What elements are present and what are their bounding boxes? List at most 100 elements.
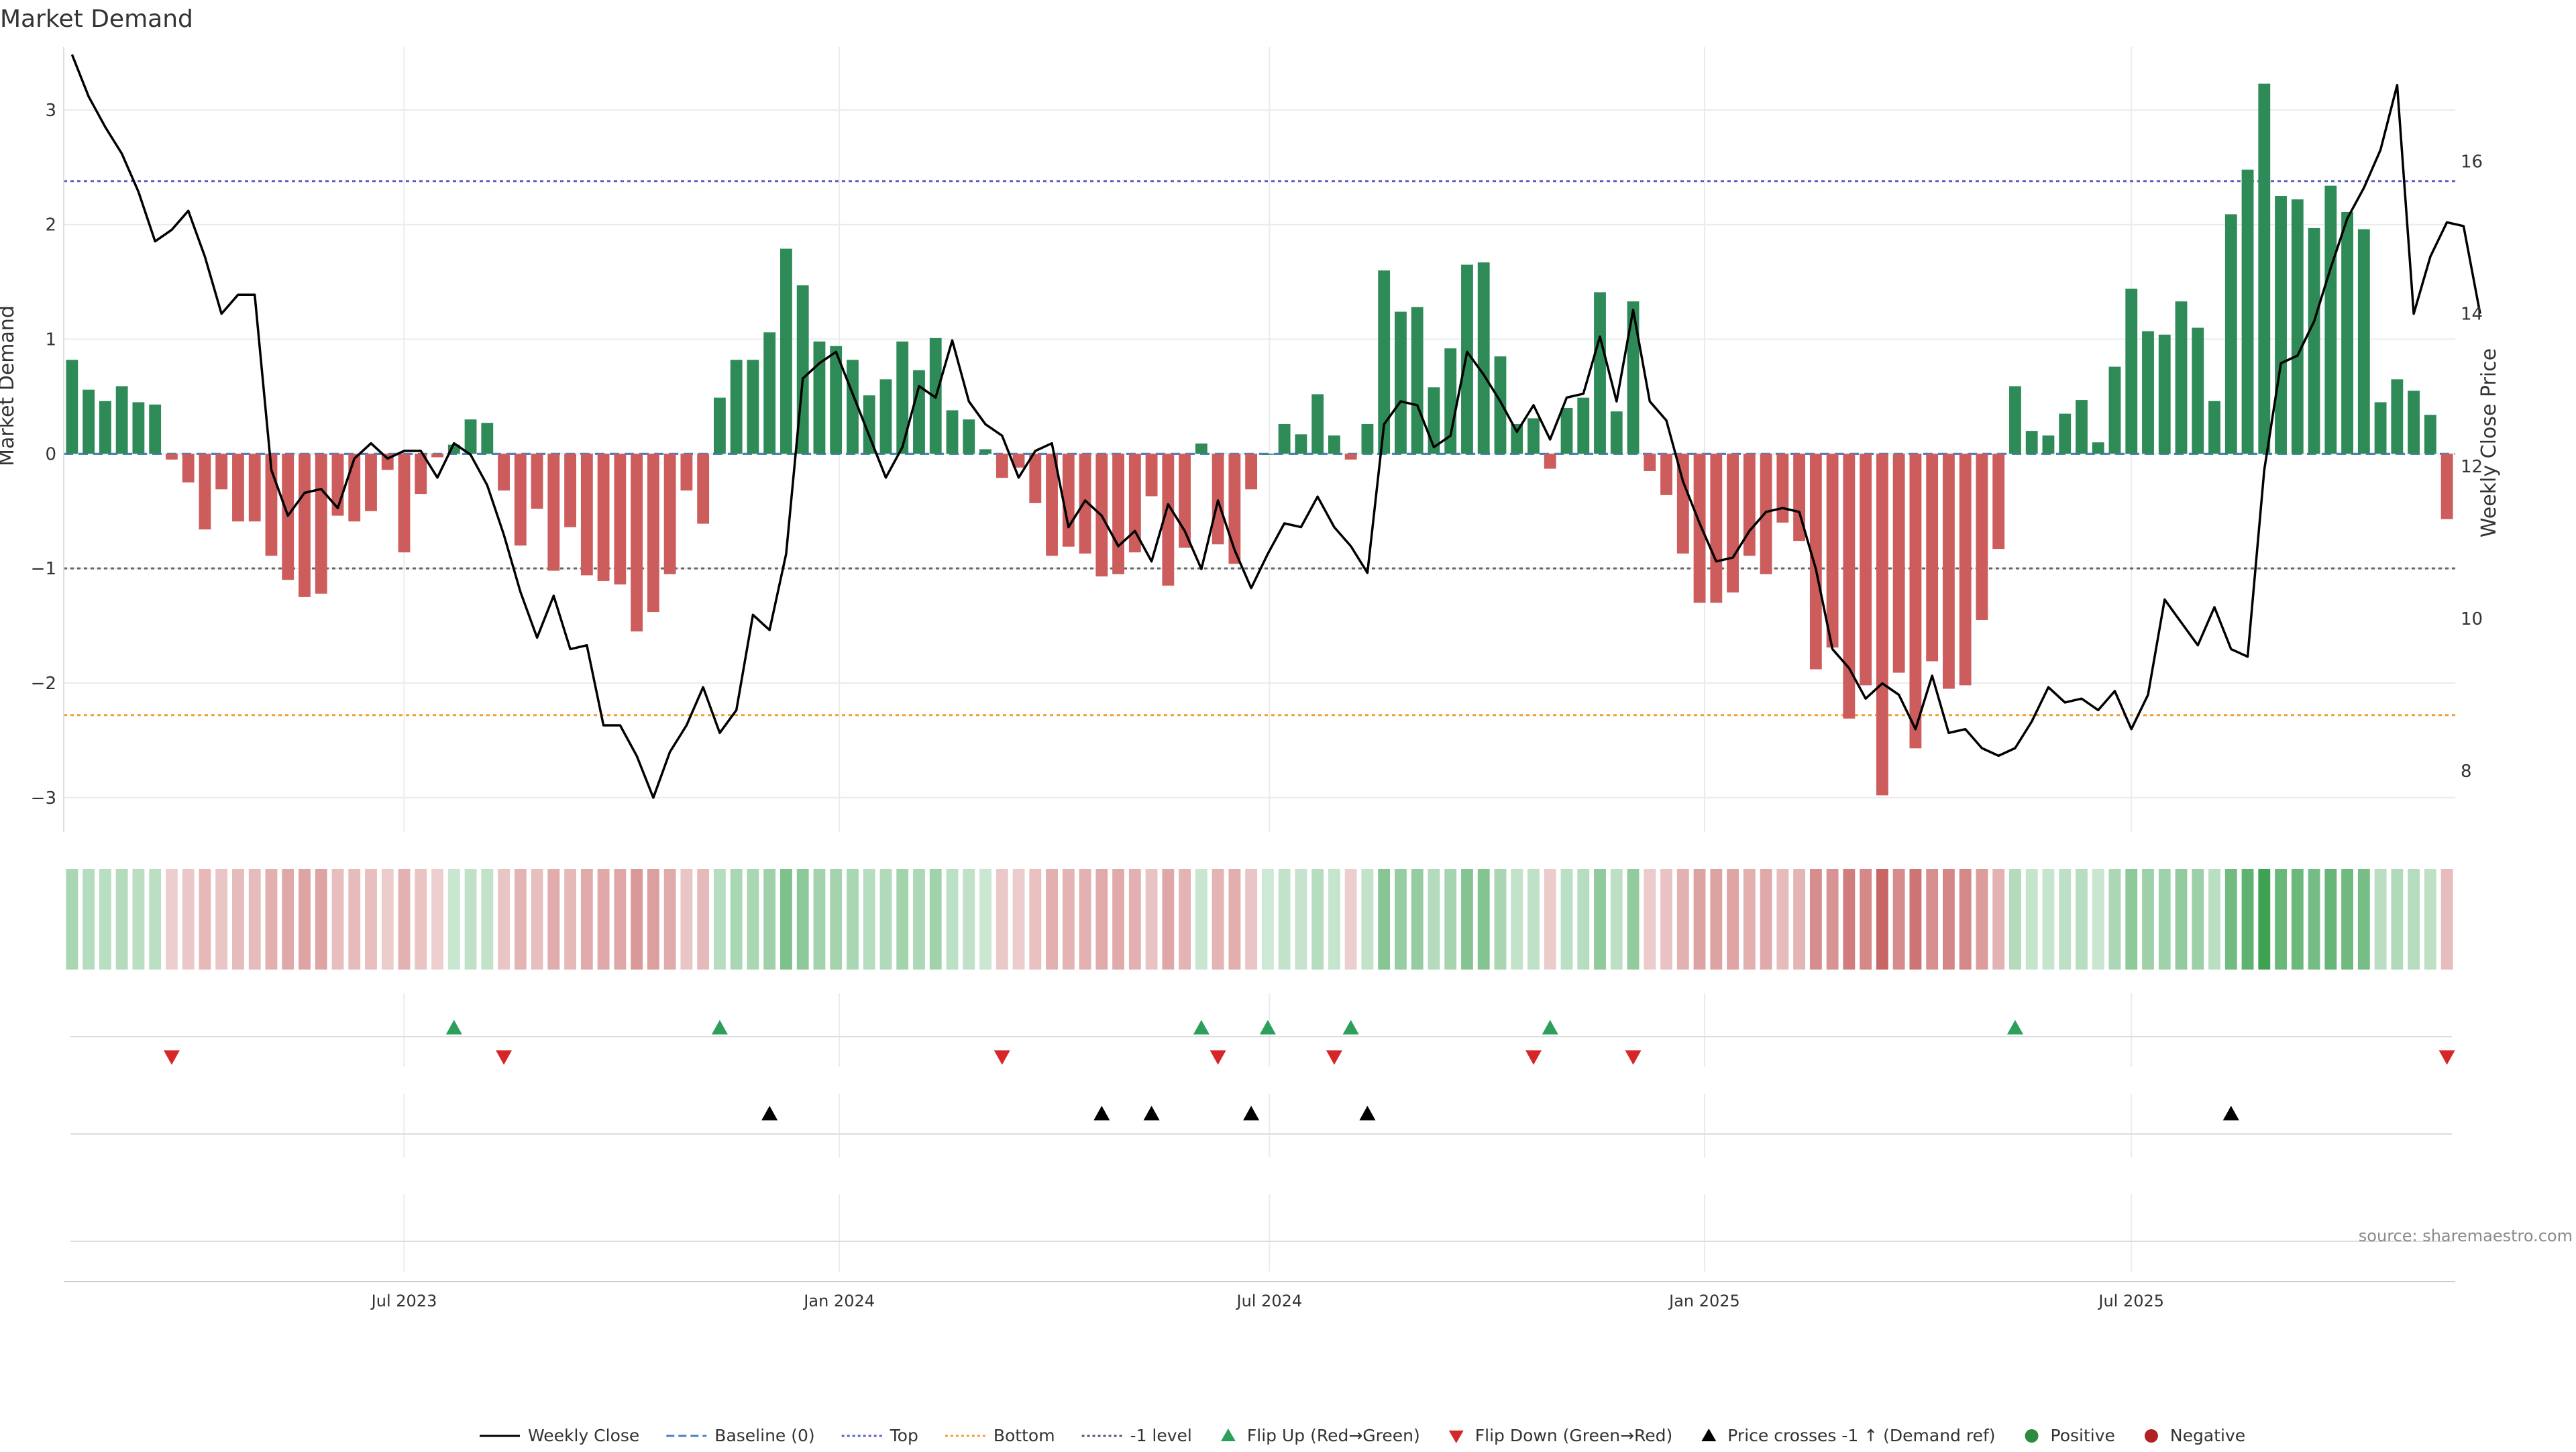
demand-bar	[1328, 435, 1340, 454]
demand-bar	[1012, 454, 1025, 468]
heat-cell	[1311, 869, 1324, 970]
flip-down-marker	[1625, 1050, 1642, 1065]
legend-label: Baseline (0)	[714, 1426, 814, 1445]
demand-bar	[1577, 397, 1590, 454]
demand-bar	[2324, 185, 2337, 454]
heat-cell	[282, 869, 294, 970]
heat-cell	[863, 869, 875, 970]
demand-bar	[1710, 454, 1723, 603]
y-tick-right: 16	[2461, 152, 2483, 172]
demand-bar	[1261, 454, 1274, 455]
heat-cell	[1710, 869, 1723, 970]
heat-cell	[232, 869, 244, 970]
legend-swatch	[1220, 1429, 1236, 1441]
heat-cell	[2108, 869, 2121, 970]
y-tick-left: −2	[31, 674, 56, 694]
flip-down-marker	[1525, 1050, 1542, 1065]
demand-bar	[2108, 366, 2121, 454]
demand-bar	[2241, 169, 2254, 454]
heat-cell	[1012, 869, 1025, 970]
demand-bar	[1943, 454, 1955, 689]
price-cross-marker	[761, 1106, 778, 1121]
demand-bar	[763, 332, 776, 454]
heat-cell	[1461, 869, 1473, 970]
y-tick-left: −3	[31, 788, 56, 809]
heat-cell	[149, 869, 162, 970]
heat-cell	[464, 869, 477, 970]
heat-cell	[248, 869, 261, 970]
heat-cell	[1527, 869, 1540, 970]
demand-bar	[1776, 454, 1789, 523]
demand-bar	[166, 454, 178, 460]
demand-bar	[1959, 454, 1972, 686]
demand-bar	[1162, 454, 1175, 586]
demand-bar	[1992, 454, 2005, 550]
heat-cell	[132, 869, 145, 970]
legend-swatch	[2025, 1429, 2039, 1443]
heat-cell	[83, 869, 95, 970]
heat-cell	[1809, 869, 1822, 970]
heat-cell	[663, 869, 676, 970]
heat-cell	[531, 869, 543, 970]
demand-bar	[66, 360, 78, 454]
demand-bar	[1228, 454, 1241, 564]
demand-bar	[348, 454, 361, 522]
heat-cell	[1959, 869, 1972, 970]
flip-down-marker	[1326, 1050, 1342, 1065]
demand-bar	[1743, 454, 1756, 556]
demand-bar	[614, 454, 627, 585]
heat-cell	[2357, 869, 2370, 970]
demand-bar	[2042, 435, 2055, 454]
legend-item: Negative	[2144, 1426, 2245, 1445]
heat-cell	[1494, 869, 1507, 970]
demand-bar	[1295, 434, 1307, 454]
heat-cell	[1212, 869, 1224, 970]
heat-cell	[2158, 869, 2171, 970]
demand-bar	[1212, 454, 1224, 545]
heat-cell	[2142, 869, 2154, 970]
y-tick-right: 8	[2461, 762, 2472, 782]
heat-cell	[2175, 869, 2188, 970]
price-cross-marker	[2222, 1106, 2239, 1121]
heat-cell	[1743, 869, 1756, 970]
heat-cell	[929, 869, 942, 970]
demand-bar	[879, 379, 892, 454]
demand-bar	[2308, 227, 2320, 454]
legend-item: Price crosses -1 ↑ (Demand ref)	[1701, 1426, 1996, 1445]
demand-bar	[299, 454, 311, 597]
demand-bar	[1444, 348, 1457, 454]
demand-bar	[2125, 289, 2138, 454]
y-tick-left: 0	[45, 444, 56, 464]
heat-cell	[514, 869, 527, 970]
flip-down-marker	[994, 1050, 1010, 1065]
demand-bar	[132, 402, 145, 454]
demand-bar	[1378, 270, 1391, 454]
heat-cell	[1428, 869, 1440, 970]
demand-bar	[1727, 454, 1739, 593]
heat-cell	[2224, 869, 2237, 970]
demand-bar	[199, 454, 211, 530]
heat-cell	[2308, 869, 2320, 970]
heat-cell	[1179, 869, 1191, 970]
heat-cell	[1145, 869, 1158, 970]
demand-bar	[747, 360, 759, 454]
legend-item: Positive	[2025, 1426, 2115, 1445]
legend-label: Bottom	[994, 1426, 1055, 1445]
demand-bar	[2142, 331, 2154, 454]
heat-cell	[481, 869, 494, 970]
demand-bar	[979, 449, 991, 454]
heat-cell	[1760, 869, 1772, 970]
price-cross-marker	[1359, 1106, 1376, 1121]
flip-up-marker	[1259, 1020, 1276, 1035]
heat-cell	[199, 869, 211, 970]
demand-bar	[1627, 301, 1640, 454]
demand-bar	[1245, 454, 1258, 490]
heat-cell	[1261, 869, 1274, 970]
demand-bar	[1395, 311, 1407, 454]
heat-cell	[830, 869, 843, 970]
demand-bar	[498, 454, 510, 491]
demand-bar	[597, 454, 610, 581]
heat-cell	[2009, 869, 2021, 970]
heat-cell	[431, 869, 443, 970]
